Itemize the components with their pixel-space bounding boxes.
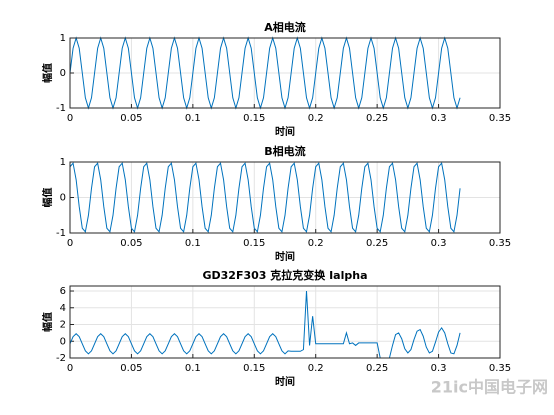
data-line bbox=[69, 36, 461, 110]
x-tick-label: 0.15 bbox=[243, 113, 265, 124]
x-tick-label: 0.05 bbox=[120, 238, 142, 249]
y-tick-label: 0 bbox=[60, 336, 66, 347]
x-tick-label: 0.2 bbox=[308, 363, 324, 374]
axes-box bbox=[69, 161, 501, 234]
axes-box bbox=[69, 37, 501, 109]
x-tick-label: 0.15 bbox=[243, 238, 265, 249]
y-tick-label: -1 bbox=[56, 228, 66, 239]
y-tick-label: 1 bbox=[60, 33, 66, 44]
x-tick-label: 0 bbox=[67, 238, 73, 249]
y-axis-label: 幅值 bbox=[41, 312, 54, 332]
x-tick-label: 0.35 bbox=[489, 238, 511, 249]
y-tick-label: 0 bbox=[60, 193, 66, 204]
x-tick-label: 0.35 bbox=[489, 113, 511, 124]
data-line bbox=[69, 162, 461, 233]
x-tick-label: 0.3 bbox=[431, 113, 447, 124]
x-tick-label: 0.25 bbox=[366, 238, 388, 249]
y-tick-label: 2 bbox=[60, 320, 66, 331]
x-tick-label: 0.2 bbox=[308, 113, 324, 124]
x-tick-label: 0.1 bbox=[185, 238, 201, 249]
x-tick-label: 0.05 bbox=[120, 363, 142, 374]
y-tick-label: 0 bbox=[60, 68, 66, 79]
x-tick-label: 0.3 bbox=[431, 238, 447, 249]
x-axis-label: 时间 bbox=[275, 250, 295, 263]
x-axis-label: 时间 bbox=[275, 375, 295, 388]
watermark: 21ic中国电子网 bbox=[431, 378, 548, 397]
y-axis-label: 幅值 bbox=[41, 188, 54, 208]
x-tick-label: 0.2 bbox=[308, 238, 324, 249]
y-tick-label: 6 bbox=[60, 286, 66, 297]
x-tick-label: 0 bbox=[67, 113, 73, 124]
chart-title: A相电流 bbox=[264, 20, 306, 34]
x-tick-label: 0.1 bbox=[185, 113, 201, 124]
x-tick-label: 0.1 bbox=[185, 363, 201, 374]
x-tick-label: 0.05 bbox=[120, 113, 142, 124]
axes-box bbox=[69, 285, 501, 359]
x-tick-label: 0.15 bbox=[243, 363, 265, 374]
chart-title: GD32F303 克拉克变换 Ialpha bbox=[202, 268, 367, 282]
y-tick-label: 1 bbox=[60, 157, 66, 168]
y-tick-label: -1 bbox=[56, 103, 66, 114]
x-tick-label: 0.3 bbox=[431, 363, 447, 374]
x-tick-label: 0.35 bbox=[489, 363, 511, 374]
y-tick-label: -2 bbox=[56, 353, 66, 364]
chart-title: B相电流 bbox=[264, 144, 305, 158]
data-line bbox=[69, 290, 461, 359]
x-tick-label: 0 bbox=[67, 363, 73, 374]
x-tick-label: 0.25 bbox=[366, 113, 388, 124]
y-axis-label: 幅值 bbox=[41, 63, 54, 83]
y-tick-label: 4 bbox=[60, 303, 66, 314]
x-axis-label: 时间 bbox=[275, 125, 295, 138]
x-tick-label: 0.25 bbox=[366, 363, 388, 374]
